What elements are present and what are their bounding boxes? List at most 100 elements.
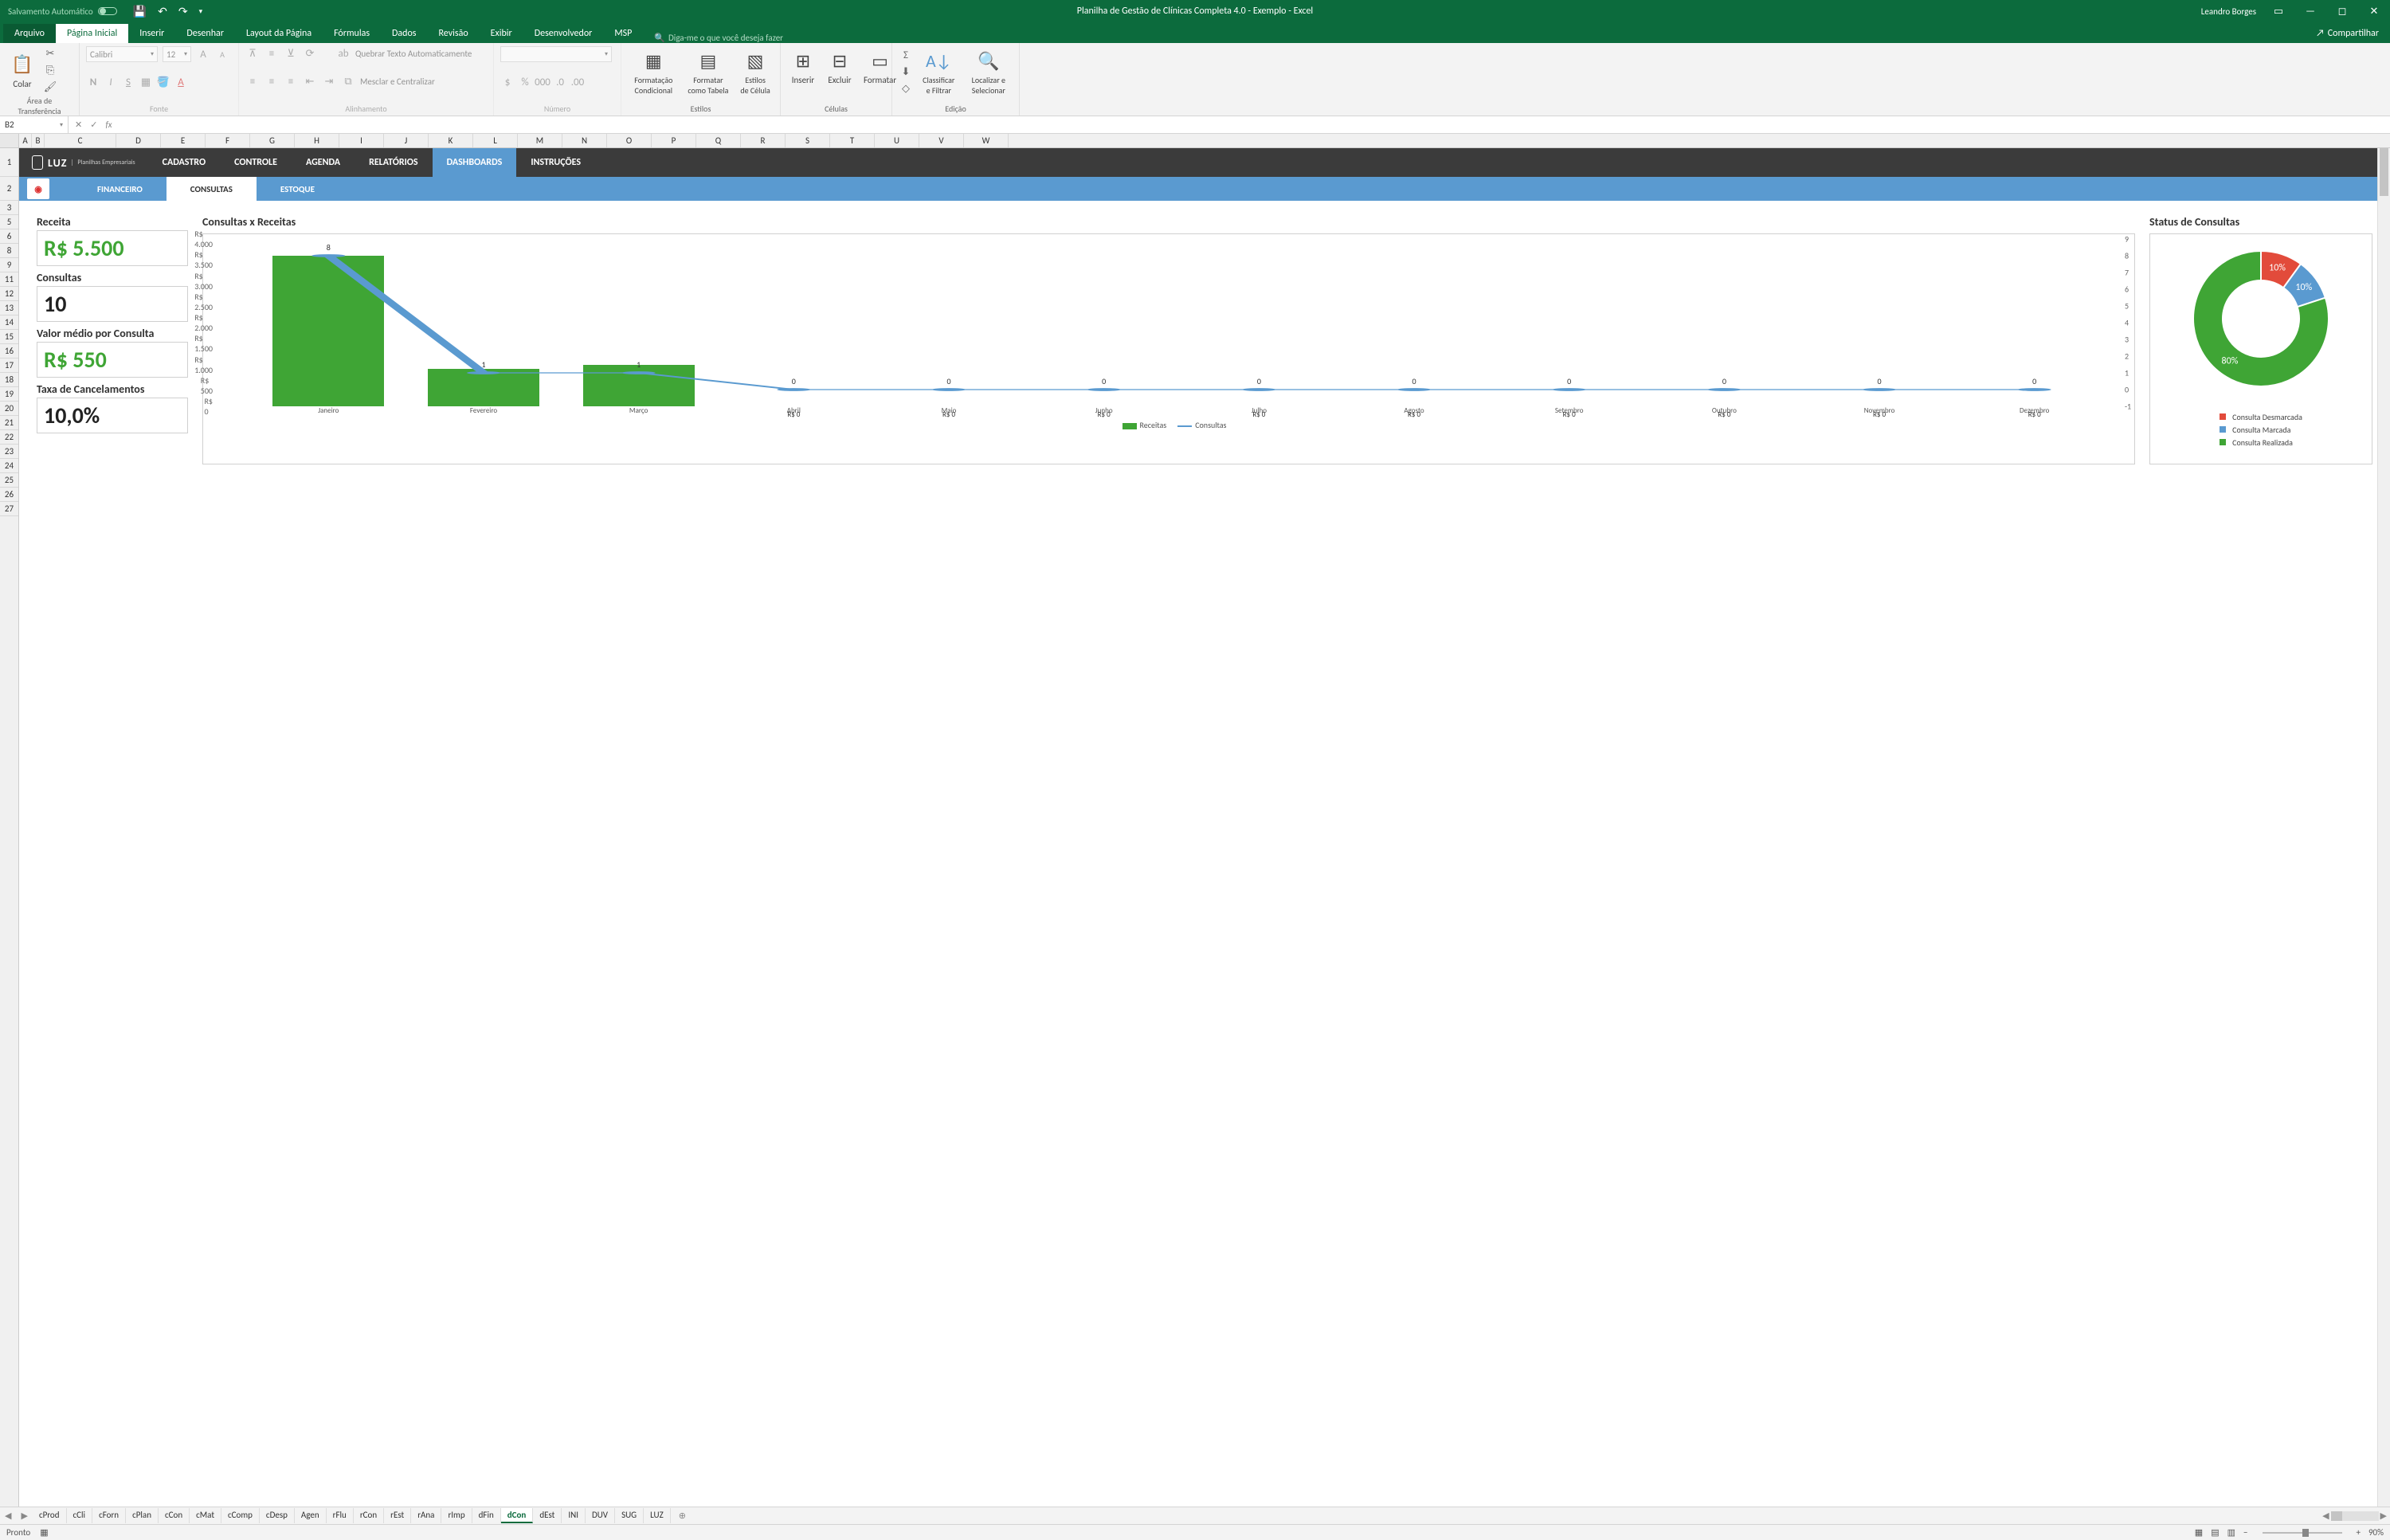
vertical-scrollbar[interactable] <box>2377 148 2390 1507</box>
autosum-icon[interactable]: Σ <box>899 48 913 62</box>
autosave-switch[interactable] <box>98 7 117 15</box>
ribbon-tab[interactable]: Fórmulas <box>323 24 381 43</box>
new-sheet-icon[interactable]: ⊕ <box>671 1511 694 1521</box>
sheet-tab[interactable]: INI <box>562 1508 586 1523</box>
zoom-thumb[interactable] <box>2302 1529 2309 1537</box>
row-header[interactable]: 6 <box>0 229 18 244</box>
conditional-formatting-button[interactable]: ▦Formatação Condicional <box>628 46 680 97</box>
row-header[interactable]: 17 <box>0 359 18 373</box>
number-format-combo[interactable]: ▾ <box>500 46 612 62</box>
row-header[interactable]: 26 <box>0 488 18 502</box>
accept-formula-icon[interactable]: ✓ <box>90 120 97 130</box>
decrease-font-icon[interactable]: A <box>215 47 229 61</box>
maximize-icon[interactable]: ◻ <box>2326 0 2358 22</box>
sheet-tab[interactable]: dEst <box>533 1508 562 1523</box>
row-header[interactable]: 5 <box>0 215 18 229</box>
percent-icon[interactable]: % <box>518 75 532 89</box>
worksheet[interactable]: LUZ Planilhas Empresariais CADASTROCONTR… <box>19 148 2390 1507</box>
underline-icon[interactable]: S <box>121 75 135 89</box>
delete-cells-button[interactable]: ⊟Excluir <box>824 46 856 87</box>
decrease-indent-icon[interactable]: ⇤ <box>303 74 317 88</box>
column-header[interactable]: M <box>518 134 562 147</box>
hscroll-right-icon[interactable]: ▶ <box>2380 1511 2387 1521</box>
zoom-slider[interactable] <box>2263 1532 2342 1534</box>
column-header[interactable]: H <box>295 134 339 147</box>
ribbon-tab[interactable]: Inserir <box>128 24 175 43</box>
column-header[interactable]: B <box>32 134 45 147</box>
ribbon-tab[interactable]: Exibir <box>480 24 523 43</box>
column-header[interactable]: P <box>652 134 696 147</box>
column-header[interactable]: K <box>429 134 473 147</box>
sheet-tab[interactable]: cForn <box>92 1508 126 1523</box>
row-header[interactable]: 2 <box>0 177 18 201</box>
name-box[interactable]: B2▾ <box>0 116 69 133</box>
row-header[interactable]: 16 <box>0 344 18 359</box>
horizontal-scrollbar[interactable] <box>2331 1511 2379 1521</box>
row-header[interactable]: 27 <box>0 502 18 516</box>
merge-label[interactable]: Mesclar e Centralizar <box>360 76 435 87</box>
ribbon-tab[interactable]: Revisão <box>428 24 480 43</box>
bold-icon[interactable]: N <box>86 75 100 89</box>
sheet-tab[interactable]: cComp <box>221 1508 260 1523</box>
play-button[interactable]: ◉ <box>27 178 49 199</box>
page-break-view-icon[interactable]: ▥ <box>2227 1527 2235 1538</box>
comma-icon[interactable]: 000 <box>535 75 550 89</box>
sheet-tab[interactable]: rEst <box>384 1508 411 1523</box>
scrollbar-thumb[interactable] <box>2380 148 2388 196</box>
appnav-item[interactable]: RELATÓRIOS <box>355 148 433 177</box>
format-painter-icon[interactable]: 🖌 <box>43 80 57 94</box>
sheet-tab[interactable]: dCon <box>501 1508 534 1523</box>
sheet-tab[interactable]: cCli <box>67 1508 93 1523</box>
align-bottom-icon[interactable]: ⊻ <box>284 46 298 61</box>
sheet-tab[interactable]: LUZ <box>644 1508 671 1523</box>
insert-cells-button[interactable]: ⊞Inserir <box>787 46 819 87</box>
sort-filter-button[interactable]: A↓Classificar e Filtrar <box>918 46 960 97</box>
cancel-formula-icon[interactable]: ✕ <box>75 120 82 130</box>
appnav-item[interactable]: DASHBOARDS <box>433 148 517 177</box>
row-header[interactable]: 20 <box>0 402 18 416</box>
column-header[interactable]: C <box>45 134 116 147</box>
fill-color-icon[interactable]: 🪣 <box>156 75 170 89</box>
row-header[interactable]: 19 <box>0 387 18 402</box>
row-header[interactable]: 23 <box>0 445 18 459</box>
ribbon-tab[interactable]: MSP <box>603 24 643 43</box>
cut-icon[interactable]: ✂ <box>43 46 57 61</box>
border-icon[interactable]: ▦ <box>139 75 153 89</box>
row-header[interactable]: 24 <box>0 459 18 473</box>
row-header[interactable]: 1 <box>0 148 18 177</box>
column-header[interactable]: I <box>339 134 384 147</box>
row-header[interactable]: 22 <box>0 430 18 445</box>
ribbon-tab[interactable]: Dados <box>381 24 427 43</box>
paste-button[interactable]: 📋 Colar <box>6 50 38 91</box>
sheet-tab[interactable]: dFin <box>472 1508 501 1523</box>
row-header[interactable]: 25 <box>0 473 18 488</box>
tab-file[interactable]: Arquivo <box>3 24 56 43</box>
sheet-tab[interactable]: Agen <box>295 1508 327 1523</box>
row-header[interactable]: 11 <box>0 272 18 287</box>
sheet-tab[interactable]: rCon <box>354 1508 384 1523</box>
ribbon-tab[interactable]: Página Inicial <box>56 24 128 43</box>
sheet-tab[interactable]: cMat <box>190 1508 221 1523</box>
orientation-icon[interactable]: ⟳ <box>303 46 317 61</box>
column-header[interactable]: V <box>919 134 964 147</box>
appnav-item[interactable]: CONTROLE <box>220 148 292 177</box>
share-button[interactable]: ↗ Compartilhar <box>2305 24 2390 43</box>
column-header[interactable]: Q <box>696 134 741 147</box>
sheet-tab[interactable]: rImp <box>441 1508 472 1523</box>
close-icon[interactable]: ✕ <box>2358 0 2390 22</box>
increase-font-icon[interactable]: A <box>196 47 210 61</box>
hscroll-left-icon[interactable]: ◀ <box>2322 1511 2329 1521</box>
appnav-item[interactable]: CADASTRO <box>148 148 220 177</box>
currency-icon[interactable]: $ <box>500 75 515 89</box>
appnav-item[interactable]: AGENDA <box>292 148 355 177</box>
column-header[interactable]: R <box>741 134 786 147</box>
column-header[interactable]: N <box>562 134 607 147</box>
align-top-icon[interactable]: ⊼ <box>245 46 260 61</box>
column-header[interactable]: U <box>875 134 919 147</box>
page-layout-view-icon[interactable]: ▤ <box>2211 1527 2219 1538</box>
italic-icon[interactable]: I <box>104 75 118 89</box>
row-header[interactable]: 14 <box>0 315 18 330</box>
column-header[interactable]: W <box>964 134 1009 147</box>
column-header[interactable]: L <box>473 134 518 147</box>
merge-icon[interactable]: ⧉ <box>341 74 355 88</box>
